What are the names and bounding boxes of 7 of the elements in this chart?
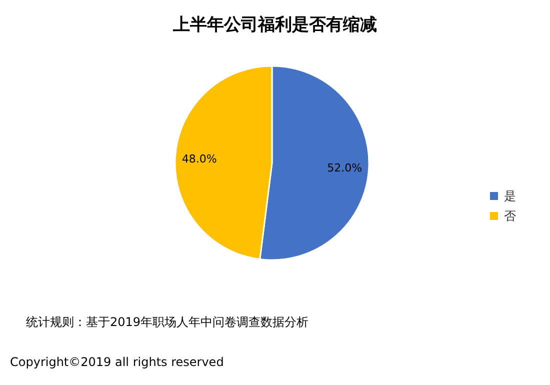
chart-title: 上半年公司福利是否有缩减: [172, 15, 377, 35]
text: 统计规则：基于2019年职场人年中问卷调查数据分析: [26, 315, 309, 329]
data-label: 52.0%: [327, 162, 362, 175]
data-label: 48.0%: [182, 152, 217, 166]
legend-label: 否: [504, 209, 516, 223]
text: Copyright©2019 all rights reserved: [10, 355, 224, 369]
legend-label: 是: [504, 189, 516, 203]
